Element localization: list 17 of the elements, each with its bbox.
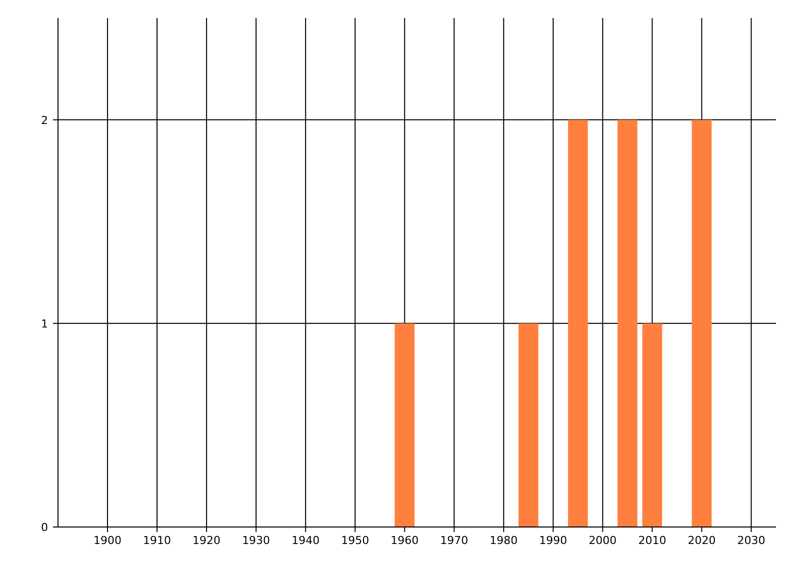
x-tick-label: 2020 <box>688 534 716 547</box>
x-tick-label: 1920 <box>192 534 221 547</box>
x-tick-label: 2000 <box>588 534 617 547</box>
x-tick-label: 2010 <box>638 534 666 547</box>
y-tick-label: 2 <box>41 114 48 127</box>
x-tick-label: 1950 <box>341 534 370 547</box>
x-tick-label: 1910 <box>143 534 172 547</box>
x-tick-label: 1990 <box>539 534 568 547</box>
x-tick-label: 1940 <box>292 534 320 547</box>
y-tick-label: 1 <box>41 317 48 330</box>
x-tick-label: 1980 <box>490 534 518 547</box>
x-tick-label: 1970 <box>440 534 468 547</box>
x-tick-label: 2030 <box>737 534 766 547</box>
x-tick-label: 1960 <box>390 534 419 547</box>
x-tick-label: 1900 <box>94 534 122 547</box>
y-tick-label: 0 <box>41 521 48 534</box>
x-tick-label: 1930 <box>242 534 270 547</box>
